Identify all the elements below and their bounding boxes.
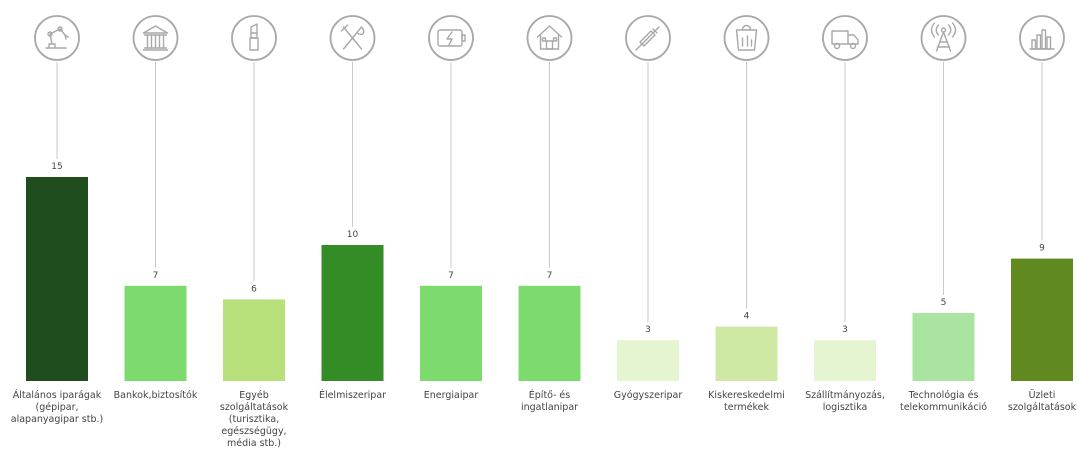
truck-icon <box>822 15 868 61</box>
lipstick-icon <box>231 15 277 61</box>
data-label: 7 <box>448 271 454 281</box>
category-label: Egyéb szolgáltatások (turisztika, egészs… <box>219 390 289 449</box>
category-label: Üzleti szolgáltatások <box>1007 390 1077 413</box>
bar <box>223 299 285 381</box>
bar-chart-icon <box>1019 15 1065 61</box>
bar <box>518 285 581 381</box>
battery-icon <box>428 15 474 61</box>
category-label: Energiaipar <box>423 390 479 401</box>
house-icon <box>526 15 573 61</box>
data-label: 10 <box>347 230 359 240</box>
bar <box>912 313 975 381</box>
category-label: Építő- és ingatlanipar <box>520 390 579 413</box>
bar <box>1011 258 1073 381</box>
data-label: 9 <box>1039 244 1045 254</box>
shopping-bag-icon <box>723 15 770 61</box>
robot-arm-icon <box>34 15 80 61</box>
data-label: 3 <box>645 325 651 335</box>
bar <box>26 177 88 381</box>
category-label: Technológia és telekommunikáció <box>899 390 988 413</box>
category-label: Élelmiszeripar <box>318 390 387 401</box>
bar <box>814 340 876 381</box>
category-label: Bankok,biztosítók <box>113 390 198 401</box>
bar <box>715 326 778 381</box>
bar <box>321 245 384 381</box>
category-label: Gyógyszeripar <box>613 390 683 401</box>
antenna-tower-icon <box>920 15 967 61</box>
category-label: Általános iparágak (gépipar, alapanyagip… <box>10 390 104 425</box>
data-label: 7 <box>153 271 159 281</box>
bar <box>124 285 187 381</box>
data-label: 6 <box>251 284 257 294</box>
bank-icon <box>132 15 179 61</box>
category-label: Szállítmányozás, logisztika <box>805 390 885 413</box>
data-label: 4 <box>744 312 750 322</box>
fork-knife-icon <box>329 15 376 61</box>
bar <box>617 340 679 381</box>
data-label: 7 <box>547 271 553 281</box>
data-label: 3 <box>842 325 848 335</box>
data-label: 5 <box>941 298 947 308</box>
category-label: Kiskereskedelmi termékek <box>708 390 785 413</box>
data-label: 15 <box>51 162 62 172</box>
syringe-icon <box>625 15 671 61</box>
bar <box>420 285 482 381</box>
